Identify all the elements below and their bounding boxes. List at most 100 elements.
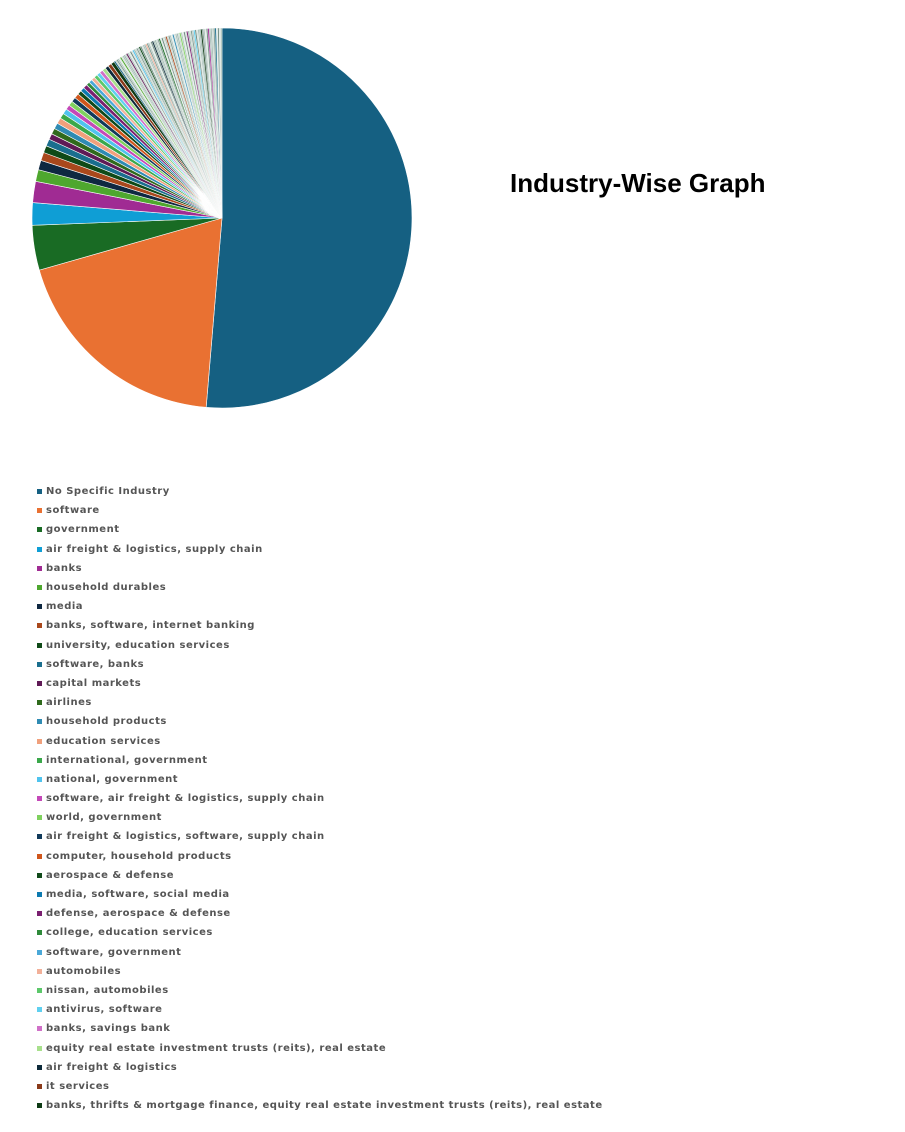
legend-swatch — [37, 1007, 42, 1013]
legend-swatch — [37, 585, 42, 591]
legend-label: nissan, automobiles — [46, 984, 169, 996]
legend-item: banks — [37, 559, 603, 578]
legend-item: banks, software, internet banking — [37, 616, 603, 635]
legend-label: media — [46, 601, 84, 613]
legend-label: government — [46, 524, 120, 536]
legend-label: airlines — [46, 697, 92, 709]
legend-label: automobiles — [46, 965, 122, 977]
legend-swatch — [37, 911, 42, 917]
legend-item: No Specific Industry — [37, 482, 603, 501]
legend-swatch — [37, 796, 42, 802]
legend-swatch — [37, 930, 42, 936]
legend-swatch — [37, 757, 42, 763]
legend-swatch — [37, 815, 42, 821]
legend-swatch — [37, 1045, 42, 1051]
legend-item: media, software, social media — [37, 885, 603, 904]
legend-label: world, government — [46, 812, 162, 824]
legend-label: air freight & logistics, supply chain — [46, 543, 263, 555]
legend-item: household products — [37, 712, 603, 731]
legend-swatch — [37, 661, 42, 667]
legend-swatch — [37, 623, 42, 629]
legend-label: software, banks — [46, 658, 145, 670]
legend-item: air freight & logistics, software, suppl… — [37, 827, 603, 846]
legend-item: media — [37, 597, 603, 616]
legend-label: antivirus, software — [46, 1004, 163, 1016]
legend-label: capital markets — [46, 677, 142, 689]
legend-label: household products — [46, 716, 167, 728]
legend-item: software, banks — [37, 655, 603, 674]
legend-label: equity real estate investment trusts (re… — [46, 1042, 387, 1054]
legend-swatch — [37, 719, 42, 725]
legend-label: it services — [46, 1080, 110, 1092]
legend-item: software, government — [37, 943, 603, 962]
legend-item: defense, aerospace & defense — [37, 904, 603, 923]
legend-swatch — [37, 1103, 42, 1109]
legend-label: education services — [46, 735, 161, 747]
legend-item: nissan, automobiles — [37, 981, 603, 1000]
legend-item: college, education services — [37, 923, 603, 942]
legend-item: software, air freight & logistics, suppl… — [37, 789, 603, 808]
legend-label: No Specific Industry — [46, 486, 170, 498]
legend-item: aerospace & defense — [37, 866, 603, 885]
legend-swatch — [37, 949, 42, 955]
chart-title: Industry-Wise Graph — [510, 168, 766, 198]
legend-swatch — [37, 968, 42, 974]
legend: No Specific Industry software government ai… — [37, 482, 603, 1115]
legend-swatch — [37, 892, 42, 898]
legend-swatch — [37, 604, 42, 610]
legend-swatch — [37, 700, 42, 706]
legend-item: education services — [37, 731, 603, 750]
legend-label: banks, thrifts & mortgage finance, equit… — [46, 1100, 603, 1112]
legend-swatch — [37, 1083, 42, 1089]
legend-item: air freight & logistics — [37, 1058, 603, 1077]
legend-swatch — [37, 546, 42, 552]
pie-slice-no-specific-industry — [205, 27, 413, 409]
legend-swatch — [37, 738, 42, 744]
legend-label: banks, savings bank — [46, 1023, 171, 1035]
legend-label: media, software, social media — [46, 889, 230, 901]
legend-item: airlines — [37, 693, 603, 712]
legend-swatch — [37, 565, 42, 571]
legend-item: computer, household products — [37, 847, 603, 866]
legend-item: automobiles — [37, 962, 603, 981]
legend-item: software — [37, 501, 603, 520]
legend-swatch — [37, 489, 42, 495]
legend-item: air freight & logistics, supply chain — [37, 540, 603, 559]
legend-label: computer, household products — [46, 850, 232, 862]
legend-swatch — [37, 853, 42, 859]
legend-item: international, government — [37, 751, 603, 770]
legend-label: household durables — [46, 582, 167, 594]
legend-swatch — [37, 776, 42, 782]
legend-label: national, government — [46, 773, 179, 785]
legend-swatch — [37, 1026, 42, 1032]
legend-item: antivirus, software — [37, 1000, 603, 1019]
legend-label: banks, software, internet banking — [46, 620, 255, 632]
legend-label: international, government — [46, 754, 208, 766]
pie-slice-unlabeled — [220, 27, 223, 219]
legend-label: software, government — [46, 946, 182, 958]
legend-label: air freight & logistics, software, suppl… — [46, 831, 325, 843]
pie-chart — [31, 27, 413, 409]
legend-swatch — [37, 987, 42, 993]
legend-label: university, education services — [46, 639, 230, 651]
legend-swatch — [37, 508, 42, 514]
legend-label: banks — [46, 562, 83, 574]
legend-item: government — [37, 520, 603, 539]
legend-item: university, education services — [37, 636, 603, 655]
legend-label: software — [46, 505, 100, 517]
legend-label: college, education services — [46, 927, 213, 939]
legend-item: capital markets — [37, 674, 603, 693]
legend-item: equity real estate investment trusts (re… — [37, 1038, 603, 1057]
legend-item: it services — [37, 1077, 603, 1096]
legend-item: household durables — [37, 578, 603, 597]
legend-swatch — [37, 642, 42, 648]
legend-item: banks, thrifts & mortgage finance, equit… — [37, 1096, 603, 1115]
pie-slice-software — [38, 217, 223, 408]
legend-swatch — [37, 872, 42, 878]
legend-swatch — [37, 527, 42, 533]
legend-label: air freight & logistics — [46, 1061, 178, 1073]
legend-label: aerospace & defense — [46, 869, 175, 881]
legend-item: national, government — [37, 770, 603, 789]
legend-label: defense, aerospace & defense — [46, 908, 231, 920]
legend-swatch — [37, 680, 42, 686]
